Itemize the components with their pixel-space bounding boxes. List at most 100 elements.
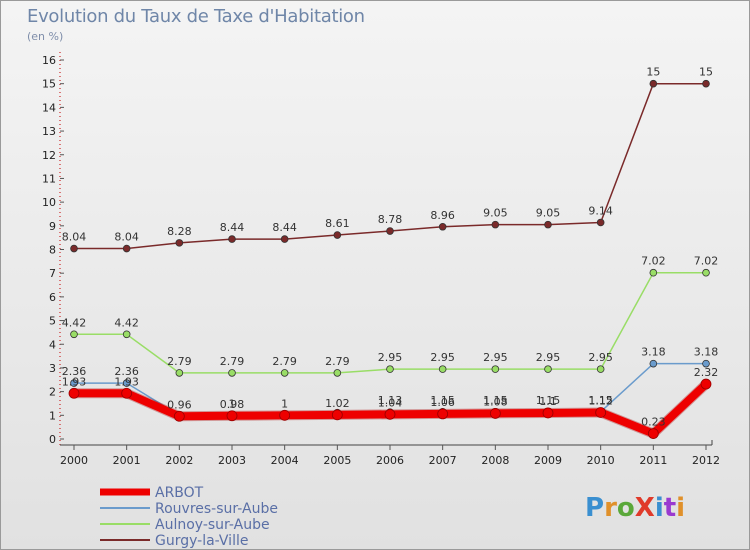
data-label: 1: [281, 397, 288, 410]
data-point: [333, 231, 342, 239]
x-tick-label: 2007: [429, 454, 457, 467]
y-tick-label: 7: [49, 267, 56, 280]
data-point: [544, 365, 552, 373]
y-tick-label: 4: [49, 338, 56, 351]
data-label: 0.96: [167, 398, 192, 411]
legend-label: Rouvres-sur-Aube: [155, 501, 278, 517]
y-tick-label: 11: [42, 172, 56, 185]
data-label: 8.78: [378, 213, 403, 226]
data-point: [279, 409, 291, 421]
data-label: 8.44: [220, 221, 245, 234]
data-point: [384, 408, 396, 420]
data-label: 2.79: [325, 355, 350, 368]
data-point: [542, 407, 554, 419]
data-point: [280, 235, 289, 243]
data-point: [122, 244, 131, 253]
y-tick-label: 15: [42, 78, 56, 91]
chart-title: Evolution du Taux de Taxe d'Habitation: [27, 6, 365, 27]
data-label: 0.98: [220, 398, 245, 411]
legend-label: Gurgy-la-Ville: [155, 533, 248, 549]
data-point: [438, 365, 447, 373]
legend-label: ARBOT: [155, 485, 204, 501]
data-point: [68, 387, 80, 399]
series-aulnoy-sur-aube: [70, 268, 710, 377]
data-point: [702, 79, 710, 88]
data-point: [121, 387, 133, 399]
x-tick-label: 2005: [323, 454, 351, 467]
data-point: [647, 428, 659, 439]
data-label: 0.23: [641, 416, 666, 429]
series-gurgy-la-ville: [70, 79, 710, 253]
data-label: 1.15: [430, 394, 455, 407]
data-point: [491, 220, 500, 229]
data-label: 3.18: [641, 346, 666, 359]
data-label: 1.15: [536, 394, 561, 407]
y-tick-label: 16: [42, 54, 56, 67]
data-point: [386, 365, 394, 373]
data-point: [175, 239, 184, 247]
proxiti-logo: ProXiti: [585, 493, 685, 523]
data-label: 1: [229, 397, 236, 410]
data-point: [438, 222, 447, 231]
data-label: 2.79: [220, 355, 245, 368]
x-tick-label: 2001: [113, 454, 141, 467]
y-tick-label: 3: [49, 362, 56, 375]
data-point: [649, 268, 658, 277]
data-label: 8.04: [62, 231, 87, 244]
x-tick-label: 2008: [481, 454, 509, 467]
data-label: 1.13: [378, 394, 403, 407]
y-tick-label: 12: [42, 149, 56, 162]
data-label: 8.04: [114, 231, 139, 244]
y-tick-label: 1: [49, 409, 56, 422]
x-tick-label: 2011: [639, 454, 667, 467]
chart-subtitle: (en %): [27, 30, 64, 43]
y-tick-label: 9: [49, 220, 56, 233]
data-point: [649, 359, 658, 368]
data-point: [649, 79, 658, 88]
data-point: [122, 379, 131, 387]
data-point: [437, 408, 449, 420]
x-tick-label: 2009: [534, 454, 562, 467]
data-point: [70, 379, 78, 387]
data-label: 2.95: [378, 351, 403, 364]
data-label: 2.95: [483, 351, 508, 364]
x-tick-label: 2000: [60, 454, 88, 467]
x-tick-label: 2003: [218, 454, 246, 467]
y-tick-label: 13: [42, 125, 56, 138]
data-point: [596, 218, 605, 227]
data-point: [491, 365, 500, 373]
data-point: [595, 407, 607, 418]
y-tick-label: 10: [42, 196, 56, 209]
data-label: 2.95: [430, 351, 455, 364]
data-point: [702, 268, 710, 277]
data-label: 8.96: [430, 209, 455, 222]
data-label: 2.36: [114, 365, 139, 378]
data-point: [228, 369, 236, 377]
data-label: 1.1: [539, 395, 557, 408]
data-label: 9.14: [588, 204, 613, 217]
data-point: [70, 330, 78, 339]
data-label: 2.95: [588, 351, 613, 364]
data-point: [702, 359, 710, 368]
series-arbot: [68, 378, 712, 439]
data-label: 1.06: [430, 396, 455, 409]
data-label: 8.61: [325, 217, 350, 230]
x-tick-label: 2004: [271, 454, 299, 467]
data-label: 1.12: [588, 394, 613, 407]
data-label: 3.18: [694, 346, 719, 359]
x-tick-label: 2002: [165, 454, 193, 467]
x-tick-label: 2012: [692, 454, 720, 467]
y-tick-label: 14: [42, 101, 56, 114]
data-label: 15: [699, 66, 713, 79]
data-label: 2.36: [62, 365, 87, 378]
x-tick-label: 2010: [587, 454, 615, 467]
data-label: 1.08: [483, 395, 508, 408]
data-point: [333, 369, 342, 377]
data-point: [175, 369, 184, 377]
y-tick-label: 2: [49, 386, 56, 399]
data-label: 1.15: [483, 394, 508, 407]
data-label: 9.05: [536, 207, 561, 220]
data-label: 9.05: [483, 207, 508, 220]
